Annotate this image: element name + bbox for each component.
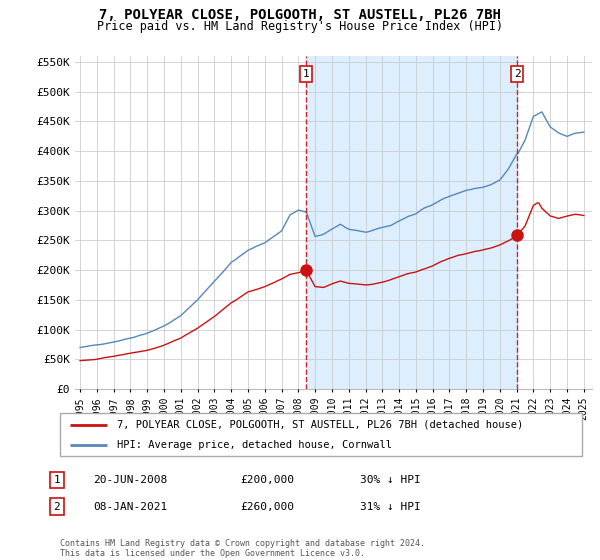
Bar xyxy=(306,56,517,389)
Text: Contains HM Land Registry data © Crown copyright and database right 2024.
This d: Contains HM Land Registry data © Crown c… xyxy=(60,539,425,558)
Text: £200,000: £200,000 xyxy=(240,475,294,485)
Text: 7, POLYEAR CLOSE, POLGOOTH, ST AUSTELL, PL26 7BH: 7, POLYEAR CLOSE, POLGOOTH, ST AUSTELL, … xyxy=(99,8,501,22)
Text: Price paid vs. HM Land Registry's House Price Index (HPI): Price paid vs. HM Land Registry's House … xyxy=(97,20,503,32)
Text: 1: 1 xyxy=(53,475,61,485)
Text: 20-JUN-2008: 20-JUN-2008 xyxy=(93,475,167,485)
Text: HPI: Average price, detached house, Cornwall: HPI: Average price, detached house, Corn… xyxy=(118,440,392,450)
Text: 2: 2 xyxy=(514,69,521,79)
Text: 08-JAN-2021: 08-JAN-2021 xyxy=(93,502,167,512)
Text: 1: 1 xyxy=(303,69,310,79)
Text: 7, POLYEAR CLOSE, POLGOOTH, ST AUSTELL, PL26 7BH (detached house): 7, POLYEAR CLOSE, POLGOOTH, ST AUSTELL, … xyxy=(118,419,524,430)
Text: 30% ↓ HPI: 30% ↓ HPI xyxy=(360,475,421,485)
Text: 2: 2 xyxy=(53,502,61,512)
FancyBboxPatch shape xyxy=(60,413,582,456)
Text: £260,000: £260,000 xyxy=(240,502,294,512)
Text: 31% ↓ HPI: 31% ↓ HPI xyxy=(360,502,421,512)
